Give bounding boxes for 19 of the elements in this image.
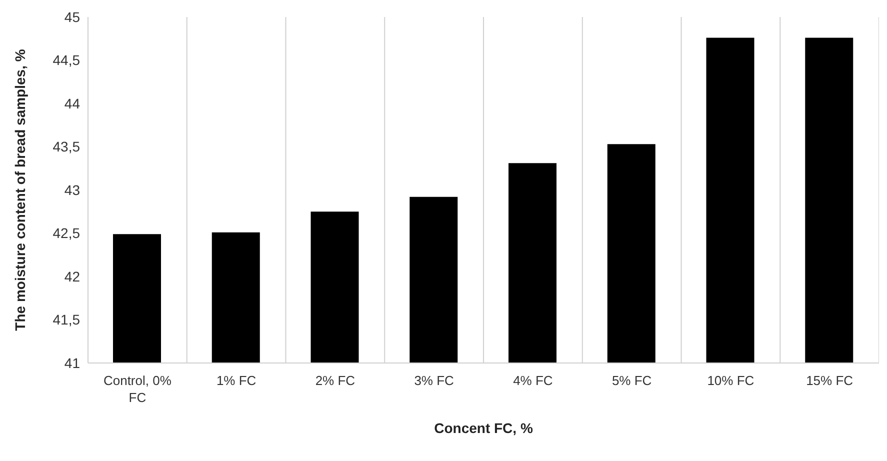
y-tick-label: 45	[64, 8, 80, 25]
y-tick-label: 44,5	[52, 52, 80, 68]
y-tick-label: 43	[64, 182, 80, 198]
x-tick-label: 4% FC	[513, 373, 553, 388]
x-axis-title: Concent FC, %	[434, 420, 534, 436]
y-tick-label: 42	[64, 268, 80, 284]
x-tick-label: Control, 0% FC	[103, 373, 172, 405]
y-tick-label: 44	[64, 95, 80, 112]
y-tick-label: 41,5	[52, 312, 80, 328]
x-tick-label: 3% FC	[414, 373, 454, 388]
x-tick-label: 15% FC	[806, 373, 854, 388]
x-tick-label: 2% FC	[315, 373, 356, 388]
x-tick-label: 10% FC	[707, 373, 754, 388]
x-tick-label: 1% FC	[216, 373, 256, 388]
y-tick-label: 43,5	[52, 138, 80, 155]
y-axis-title: The moisture content of bread samples, %	[12, 48, 28, 331]
y-tick-label: 41	[64, 354, 80, 371]
x-tick-label: 5% FC	[612, 373, 652, 388]
y-tick-label: 42,5	[52, 225, 80, 242]
